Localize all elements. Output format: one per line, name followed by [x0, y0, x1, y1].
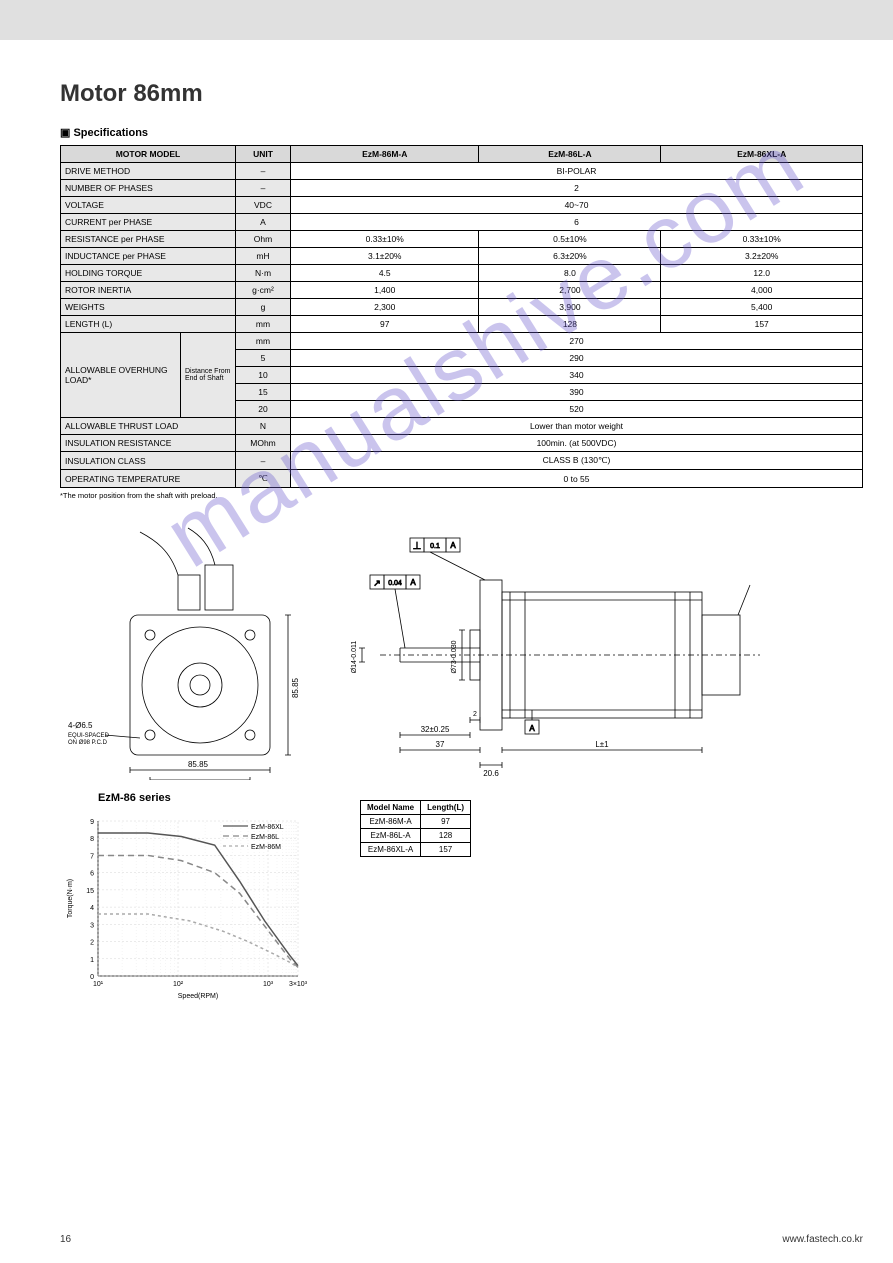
- page-footer: 16 www.fastech.co.kr: [60, 1234, 863, 1245]
- spec-heading: ▣ Specifications: [60, 126, 863, 139]
- th-3: EzM-86XL-A: [661, 146, 863, 163]
- svg-text:10¹: 10¹: [93, 981, 104, 988]
- svg-text:15: 15: [86, 888, 94, 895]
- svg-text:Torque(N·m): Torque(N·m): [67, 879, 74, 918]
- header-bar: [0, 0, 893, 40]
- svg-text:⊥: ⊥: [413, 541, 422, 552]
- page-title: Motor 86mm: [60, 80, 863, 108]
- svg-text:EzM-86M: EzM-86M: [251, 844, 281, 851]
- svg-text:Speed(RPM): Speed(RPM): [178, 993, 218, 1000]
- svg-text:3×10³: 3×10³: [289, 981, 308, 988]
- svg-text:1: 1: [90, 957, 94, 964]
- svg-text:↗: ↗: [373, 578, 381, 588]
- motor-side-view: ⊥ 0.1 A ↗ 0.04 A: [350, 520, 770, 780]
- svg-text:0.1: 0.1: [430, 543, 440, 550]
- svg-text:0.04: 0.04: [388, 580, 402, 587]
- svg-text:3: 3: [90, 922, 94, 929]
- footer-url: www.fastech.co.kr: [782, 1234, 863, 1245]
- th-unit: UNIT: [236, 146, 291, 163]
- svg-text:ON Ø98 P.C.D: ON Ø98 P.C.D: [68, 740, 108, 746]
- svg-text:37: 37: [436, 740, 445, 749]
- svg-text:2: 2: [90, 940, 94, 947]
- svg-text:A: A: [450, 541, 456, 550]
- svg-text:A: A: [410, 578, 416, 587]
- svg-text:32±0.25: 32±0.25: [421, 725, 450, 734]
- th-1: EzM-86M-A: [291, 146, 479, 163]
- svg-text:85.85: 85.85: [291, 677, 300, 698]
- svg-text:9: 9: [90, 819, 94, 826]
- svg-text:4: 4: [90, 905, 94, 912]
- svg-text:10²: 10²: [173, 981, 184, 988]
- svg-text:10³: 10³: [263, 981, 274, 988]
- svg-text:20.6: 20.6: [483, 769, 499, 778]
- motor-front-view: 85.85 85.85 69.58±0.35 4-Ø6.5 EQUI-SPACE…: [60, 520, 320, 780]
- chart-title: EzM-86 series: [98, 792, 320, 804]
- svg-text:Ø73-0.030: Ø73-0.030: [451, 640, 458, 673]
- svg-text:EzM-86XL: EzM-86XL: [251, 824, 284, 831]
- spec-note: *The motor position from the shaft with …: [60, 491, 863, 500]
- svg-text:L±1: L±1: [595, 740, 609, 749]
- svg-text:A: A: [529, 724, 535, 733]
- svg-text:8: 8: [90, 836, 94, 843]
- svg-text:Ø14-0.011: Ø14-0.011: [351, 641, 358, 674]
- torque-chart: 0 1 2 3 4 15 6 7 8 9 10¹ 10² 10³ 3×10³ Torque(N·m) Spee…: [60, 806, 320, 1006]
- svg-text:EzM-86L: EzM-86L: [251, 834, 279, 841]
- page-number: 16: [60, 1234, 71, 1245]
- svg-text:0: 0: [90, 974, 94, 981]
- svg-text:85.85: 85.85: [188, 760, 209, 769]
- spec-table: MOTOR MODEL UNIT EzM-86M-A EzM-86L-A EzM…: [60, 145, 863, 488]
- th-2: EzM-86L-A: [479, 146, 661, 163]
- dimension-table: Model NameLength(L) EzM-86M-A97 EzM-86L-…: [360, 800, 471, 857]
- row-label: DRIVE METHOD: [61, 163, 236, 180]
- svg-text:EQUI-SPACED: EQUI-SPACED: [68, 733, 110, 739]
- th-model: MOTOR MODEL: [61, 146, 236, 163]
- svg-text:6: 6: [90, 871, 94, 878]
- svg-text:7: 7: [90, 853, 94, 860]
- svg-text:2: 2: [473, 711, 477, 718]
- svg-text:4-Ø6.5: 4-Ø6.5: [68, 721, 93, 730]
